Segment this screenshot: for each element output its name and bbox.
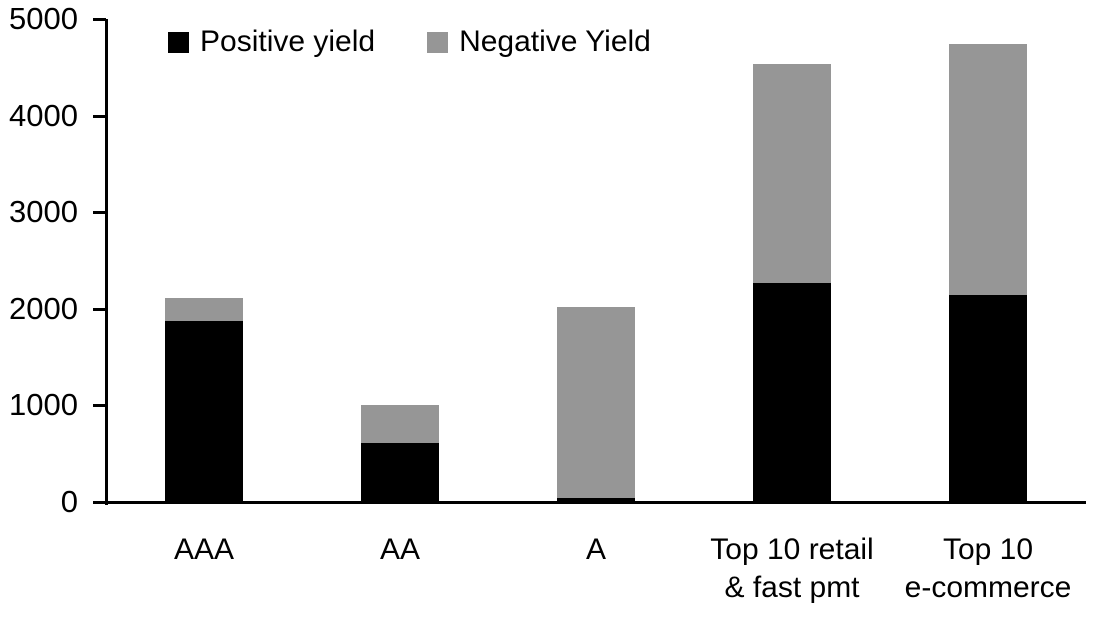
y-tick-mark <box>93 114 106 118</box>
bar-segment-positive-2 <box>557 497 635 502</box>
y-tick-label: 0 <box>60 484 78 519</box>
x-category-label-line: A <box>585 533 606 566</box>
bar-segment-negative-4 <box>949 44 1027 296</box>
bar-segment-negative-3 <box>753 63 831 283</box>
legend-item-positive-yield: Positive yield <box>168 27 375 57</box>
y-tick-mark <box>93 307 106 311</box>
x-category-label-line: Top 10 <box>942 533 1034 566</box>
x-category-label-2: A <box>486 531 706 569</box>
legend-swatch-negative-yield <box>427 31 449 53</box>
legend-item-negative-yield: Negative Yield <box>427 27 651 57</box>
legend-label-negative-yield: Negative Yield <box>459 25 651 58</box>
y-axis-line <box>105 19 108 505</box>
x-category-label-line: e-commerce <box>904 571 1072 604</box>
y-tick-label: 4000 <box>9 97 78 133</box>
x-category-label-line: & fast pmt <box>724 571 860 604</box>
chart-legend: Positive yield Negative Yield <box>168 27 651 57</box>
x-category-label-3: Top 10 retail & fast pmt <box>682 531 902 607</box>
x-category-label-line: Top 10 retail <box>710 533 874 566</box>
y-tick-label: 5000 <box>9 1 78 36</box>
x-category-label-0: AAA <box>94 531 314 569</box>
y-tick-mark <box>93 404 106 408</box>
x-axis-line <box>93 501 1086 504</box>
legend-label-positive-yield: Positive yield <box>200 25 376 58</box>
bar-segment-positive-3 <box>753 282 831 502</box>
y-tick-label: 3000 <box>9 194 78 230</box>
y-tick-mark <box>93 18 106 21</box>
x-category-label-1: AA <box>290 531 510 569</box>
x-category-label-line: AA <box>379 533 421 566</box>
bar-segment-positive-4 <box>949 295 1027 502</box>
x-category-label-4: Top 10 e-commerce <box>878 531 1098 607</box>
bar-segment-negative-0 <box>165 298 243 322</box>
bar-segment-negative-2 <box>557 306 635 498</box>
y-tick-label: 2000 <box>9 290 78 326</box>
y-tick-mark <box>93 211 106 215</box>
x-category-label-line: AAA <box>173 533 235 566</box>
bar-segment-positive-0 <box>165 321 243 502</box>
y-tick-label: 1000 <box>9 387 78 423</box>
bar-segment-negative-1 <box>361 405 439 444</box>
legend-swatch-positive-yield <box>168 31 189 53</box>
bar-segment-positive-1 <box>361 443 439 502</box>
